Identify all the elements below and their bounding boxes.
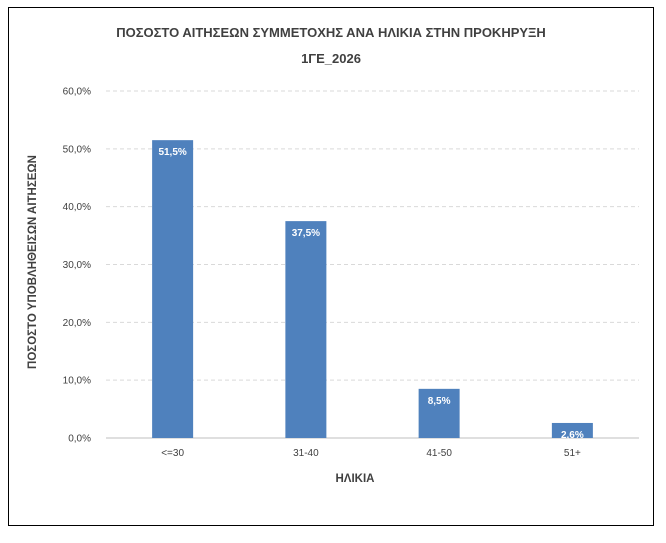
x-axis-title: ΗΛΙΚΙΑ	[336, 473, 375, 485]
y-tick-label: 30,0%	[63, 260, 91, 271]
y-tick-label: 40,0%	[63, 202, 91, 213]
y-tick-label: 0,0%	[68, 434, 91, 445]
chart-frame: ΠΟΣΟΣΤΟ ΑΙΤΗΣΕΩΝ ΣΥΜΜΕΤΟΧΗΣ ΑΝΑ ΗΛΙΚΙΑ Σ…	[8, 7, 654, 526]
data-label: 8,5%	[428, 396, 451, 407]
gridlines	[106, 90, 639, 439]
bar-chart: ΠΟΣΟΣΤΟ ΑΙΤΗΣΕΩΝ ΣΥΜΜΕΤΟΧΗΣ ΑΝΑ ΗΛΙΚΙΑ Σ…	[27, 25, 639, 485]
bar	[152, 140, 194, 439]
axis-ticks: 0,0% 10,0% 20,0% 30,0% 40,0% 50,0% 60,0% <=30 31…	[63, 87, 581, 460]
bar	[418, 388, 460, 438]
y-tick-label: 60,0%	[63, 87, 91, 98]
data-label: 2,6%	[561, 430, 584, 441]
chart-subtitle: 1ΓΕ_2026	[301, 51, 361, 66]
y-tick-label: 10,0%	[63, 376, 91, 387]
x-tick-label: 31-40	[293, 448, 319, 459]
y-tick-label: 50,0%	[63, 144, 91, 155]
bars: 51,5% 37,5% 8,5% 2,6%	[152, 140, 593, 441]
data-label: 51,5%	[158, 147, 186, 158]
x-tick-label: 41-50	[426, 448, 452, 459]
x-tick-label: <=30	[161, 448, 184, 459]
data-label: 37,5%	[292, 228, 320, 239]
x-tick-label: 51+	[564, 448, 581, 459]
y-axis-title: ΠΟΣΟΣΤΟ ΥΠΟΒΛΗΘΕΙΣΩΝ ΑΙΤΗΣΕΩΝ	[27, 155, 39, 369]
y-tick-label: 20,0%	[63, 318, 91, 329]
chart-title: ΠΟΣΟΣΤΟ ΑΙΤΗΣΕΩΝ ΣΥΜΜΕΤΟΧΗΣ ΑΝΑ ΗΛΙΚΙΑ Σ…	[116, 25, 546, 40]
bar	[551, 422, 593, 438]
bar	[285, 221, 327, 438]
